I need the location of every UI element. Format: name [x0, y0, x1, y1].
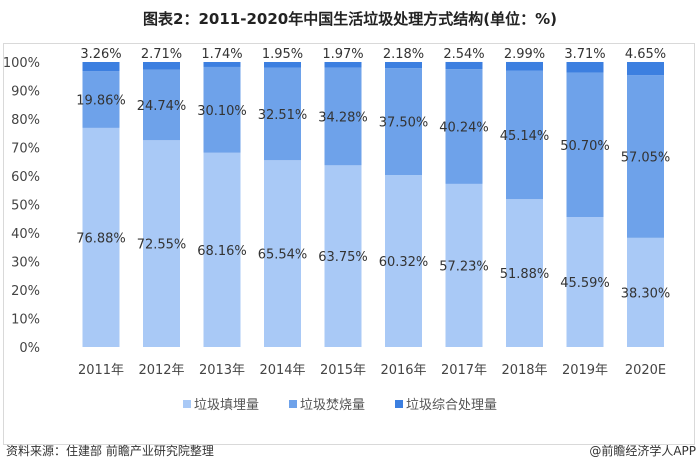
bar-segment: [203, 62, 241, 67]
bar-segment: [627, 237, 664, 347]
data-label: 68.16%: [197, 244, 247, 259]
data-label: 2.54%: [443, 47, 484, 62]
x-tick-label: 2011年: [78, 363, 124, 378]
data-label: 2.71%: [141, 47, 182, 62]
bar-segment: [627, 62, 664, 76]
bar-segment: [82, 62, 120, 72]
legend-label: 垃圾填埋量: [194, 398, 259, 413]
data-label: 38.30%: [621, 286, 671, 301]
bar-segment: [82, 127, 120, 347]
chart-title: 图表2：2011-2020年中国生活垃圾处理方式结构(单位：%): [143, 10, 557, 28]
bar-segment: [506, 61, 543, 71]
bar-segment: [445, 61, 483, 70]
chart-frame: [3, 43, 695, 445]
x-tick-label: 2012年: [138, 363, 184, 378]
data-label: 37.50%: [379, 116, 429, 131]
data-label: 24.74%: [137, 99, 187, 114]
x-tick-label: 2013年: [199, 363, 245, 378]
bar-segment: [324, 165, 362, 347]
legend-label: 垃圾焚烧量: [300, 398, 365, 413]
bar-segment: [143, 62, 180, 70]
y-tick-label: 0%: [19, 341, 40, 356]
legend-swatch: [289, 400, 297, 408]
data-label: 32.51%: [258, 108, 308, 123]
data-label: 45.14%: [500, 129, 550, 144]
bar-segment: [566, 72, 604, 218]
data-label: 72.55%: [137, 238, 187, 253]
data-label: 63.75%: [318, 250, 368, 265]
bar-segment: [445, 183, 483, 347]
data-label: 1.74%: [201, 47, 242, 62]
bar-segment: [566, 217, 604, 347]
data-label: 76.88%: [76, 231, 126, 246]
data-label: 4.65%: [625, 47, 666, 62]
y-tick-label: 50%: [11, 199, 40, 214]
data-label: 34.28%: [318, 110, 368, 125]
x-tick-label: 2017年: [441, 363, 487, 378]
x-tick-label: 2016年: [380, 363, 426, 378]
source-note: 资料来源：住建部 前瞻产业研究院整理: [6, 444, 214, 458]
data-label: 3.71%: [564, 47, 605, 62]
bar-segment: [385, 68, 422, 176]
bar-segment: [385, 62, 422, 69]
x-tick-label: 2018年: [501, 363, 547, 378]
legend-label: 垃圾综合处理量: [406, 398, 497, 413]
data-label: 2.99%: [504, 47, 545, 62]
bar-segment: [324, 62, 362, 68]
data-label: 65.54%: [258, 248, 308, 263]
y-tick-label: 70%: [11, 142, 40, 157]
bar-segment: [264, 160, 301, 347]
data-label: 57.05%: [621, 151, 671, 166]
bar-segment: [143, 69, 180, 141]
data-label: 1.97%: [322, 47, 363, 62]
data-label: 30.10%: [197, 104, 247, 119]
data-label: 57.23%: [439, 259, 489, 274]
bar-segment: [143, 140, 180, 347]
data-label: 3.26%: [80, 47, 121, 62]
data-label: 50.70%: [560, 139, 610, 154]
data-label: 40.24%: [439, 121, 489, 136]
bar-segment: [627, 75, 664, 238]
data-label: 45.59%: [560, 276, 610, 291]
data-label: 2.18%: [383, 47, 424, 62]
y-tick-label: 60%: [11, 170, 40, 185]
bar-segment: [264, 62, 301, 68]
y-tick-label: 10%: [11, 313, 40, 328]
y-tick-label: 30%: [11, 256, 40, 271]
y-tick-label: 20%: [11, 284, 40, 299]
data-label: 19.86%: [76, 94, 126, 109]
x-tick-label: 2015年: [320, 363, 366, 378]
legend-swatch: [395, 400, 403, 408]
brand-credit: @前瞻经济学人APP: [589, 444, 696, 458]
bar-segment: [506, 70, 543, 200]
bar-segment: [506, 199, 543, 347]
bar-segment: [445, 69, 483, 184]
bar-segment: [203, 66, 241, 153]
x-tick-label: 2020E: [625, 363, 666, 378]
x-tick-label: 2014年: [259, 363, 305, 378]
bar-segment: [82, 71, 120, 128]
data-label: 1.95%: [262, 47, 303, 62]
legend-swatch: [183, 400, 191, 408]
bar-segment: [566, 62, 604, 73]
y-tick-label: 100%: [3, 56, 40, 71]
data-label: 51.88%: [500, 267, 550, 282]
y-tick-label: 40%: [11, 227, 40, 242]
data-label: 60.32%: [379, 255, 429, 270]
bar-segment: [324, 67, 362, 166]
x-tick-label: 2019年: [562, 363, 608, 378]
y-tick-label: 90%: [11, 85, 40, 100]
bar-segment: [385, 175, 422, 347]
bar-segment: [264, 67, 301, 161]
bar-segment: [203, 152, 241, 347]
y-tick-label: 80%: [11, 113, 40, 128]
